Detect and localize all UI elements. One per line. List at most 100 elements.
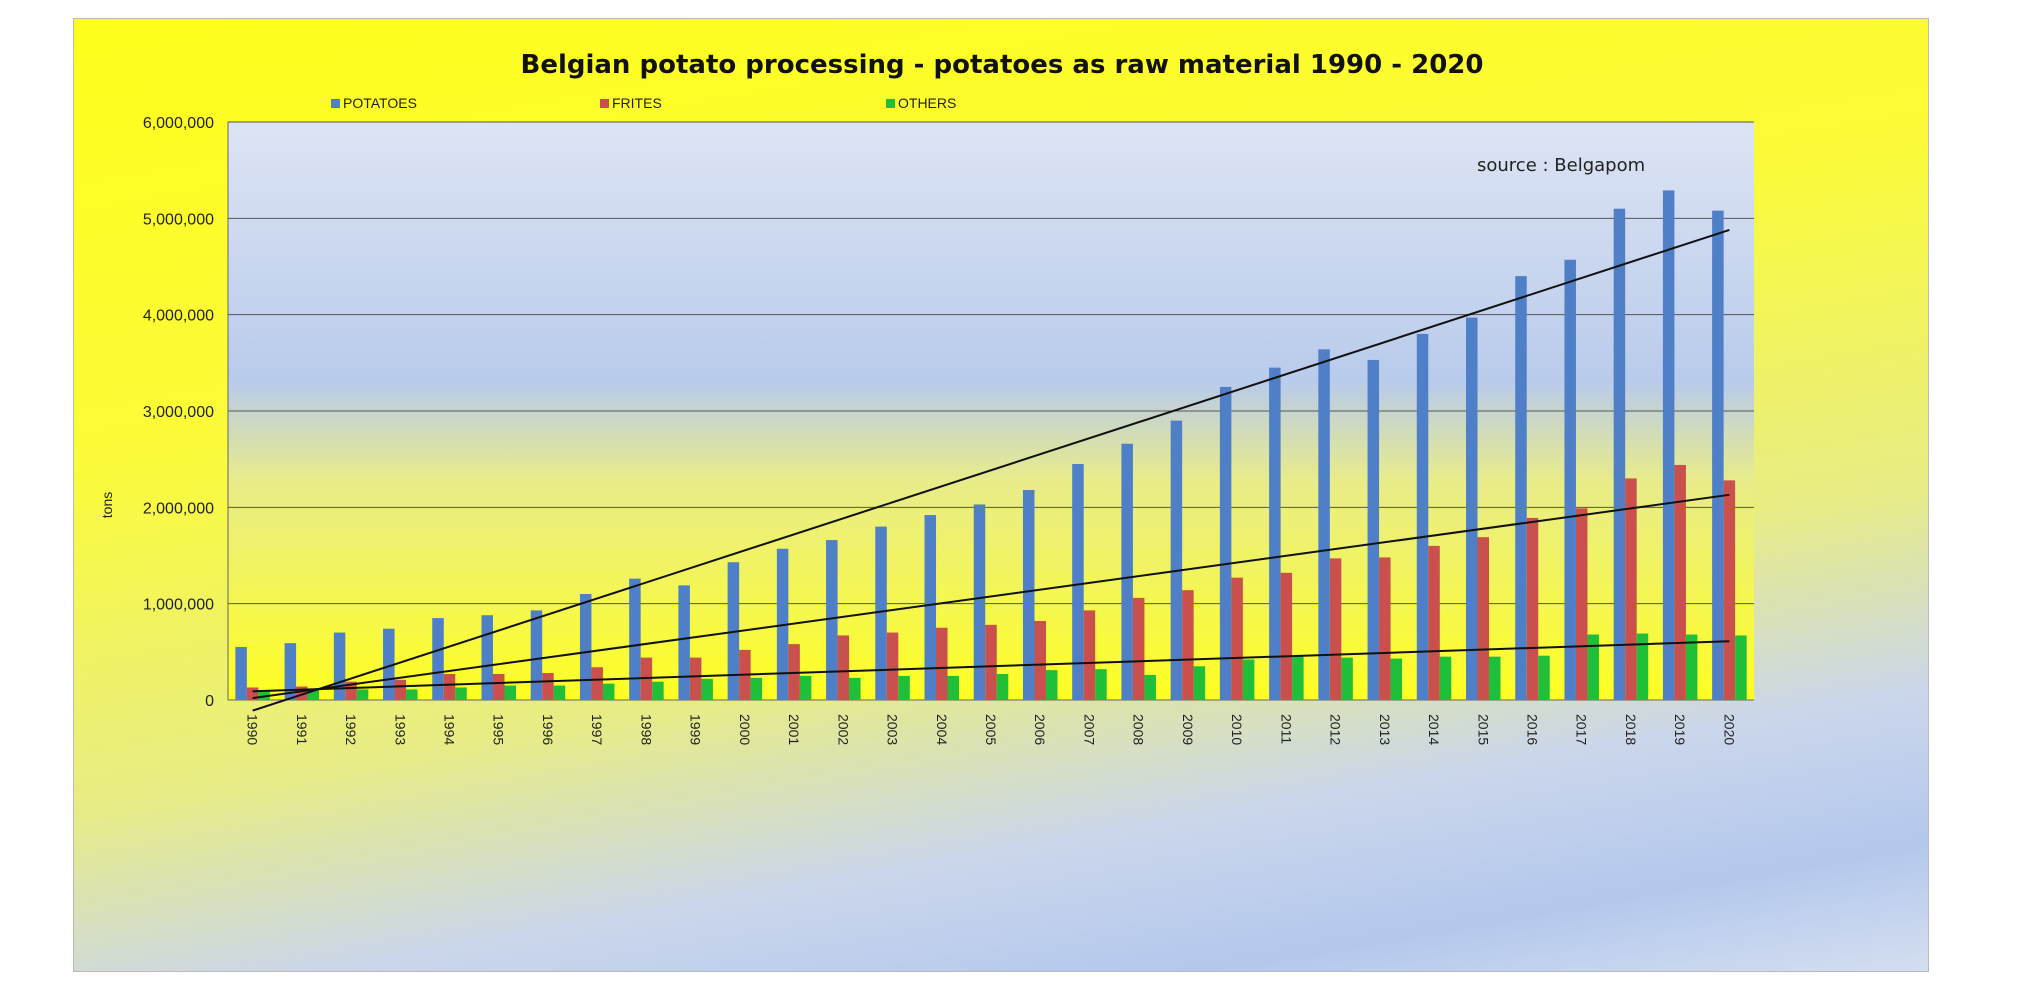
bar-potatoes-1992 — [333, 632, 346, 700]
bar-potatoes-1998 — [629, 578, 641, 700]
y-tick-label: 1,000,000 — [143, 597, 214, 614]
bar-others-2019 — [1685, 634, 1698, 700]
bars — [235, 190, 1747, 701]
legend-label-potatoes: POTATOES — [343, 95, 417, 111]
y-axis-label: tons — [99, 492, 115, 518]
bar-frites-2007 — [1083, 610, 1096, 700]
bar-potatoes-2010 — [1219, 386, 1232, 700]
y-tick-label: 5,000,000 — [143, 211, 214, 228]
bar-potatoes-1996 — [530, 610, 543, 700]
bar-frites-1992 — [345, 681, 357, 700]
bar-frites-1990 — [246, 687, 259, 700]
trendline-others — [252, 640, 1730, 693]
bar-frites-2019 — [1674, 464, 1686, 700]
bar-frites-2003 — [886, 632, 899, 700]
bar-frites-2012 — [1329, 558, 1342, 700]
x-tick-label: 2008 — [1131, 714, 1147, 745]
bar-frites-2010 — [1231, 577, 1243, 700]
trendline-potatoes — [252, 228, 1730, 712]
bar-others-2016 — [1538, 655, 1550, 700]
x-tick-label: 2018 — [1623, 714, 1639, 745]
x-tick-label: 2005 — [983, 714, 999, 745]
x-tick-label: 2002 — [835, 714, 851, 745]
bar-others-2013 — [1390, 658, 1403, 700]
legend-label-frites: FRITES — [612, 95, 662, 111]
bar-frites-2014 — [1428, 545, 1440, 700]
x-axis-ticks: 1990 1991 1992 1993 1994 1995 1996 1997 1998 1999… — [245, 714, 1738, 745]
bar-potatoes-2018 — [1613, 208, 1626, 700]
bar-others-1998 — [652, 681, 664, 700]
bar-frites-1994 — [443, 673, 456, 700]
y-axis-ticks: 0 1,000,000 2,000,000 3,000,000 4,000,000 5,0… — [143, 115, 214, 710]
bar-others-1996 — [553, 685, 566, 700]
bar-potatoes-1997 — [579, 594, 592, 700]
bar-others-1992 — [356, 689, 369, 700]
x-tick-label: 2019 — [1672, 714, 1688, 745]
bar-frites-1999 — [689, 657, 702, 700]
bar-potatoes-1991 — [284, 643, 297, 700]
x-tick-label: 2020 — [1721, 714, 1737, 745]
bar-others-2001 — [799, 675, 812, 700]
x-tick-label: 2011 — [1278, 714, 1294, 744]
bar-others-2010 — [1242, 659, 1255, 700]
bar-others-2012 — [1341, 657, 1353, 700]
bar-potatoes-2014 — [1416, 333, 1429, 700]
x-tick-label: 2017 — [1574, 714, 1590, 745]
bar-potatoes-2004 — [924, 515, 937, 700]
x-tick-label: 1991 — [294, 714, 310, 745]
y-tick-label: 3,000,000 — [143, 404, 214, 421]
bar-others-1997 — [602, 683, 615, 700]
chart-svg: Belgian potato processing - potatoes as … — [99, 50, 1754, 745]
bar-frites-2013 — [1379, 557, 1391, 700]
x-tick-label: 2013 — [1377, 714, 1393, 745]
x-tick-label: 2001 — [786, 714, 802, 745]
bar-potatoes-2011 — [1269, 367, 1281, 700]
bar-frites-2016 — [1526, 517, 1539, 700]
x-tick-label: 2009 — [1180, 714, 1196, 745]
bar-others-2011 — [1292, 655, 1304, 700]
chart-title: Belgian potato processing - potatoes as … — [521, 50, 1484, 80]
bar-others-2017 — [1587, 634, 1599, 700]
x-tick-label: 2016 — [1524, 714, 1540, 745]
bar-potatoes-2013 — [1367, 359, 1380, 700]
bar-potatoes-1990 — [235, 647, 247, 700]
bar-frites-2006 — [1034, 621, 1046, 700]
bar-potatoes-2008 — [1121, 443, 1133, 700]
trendlines — [252, 228, 1730, 712]
bar-potatoes-2007 — [1072, 463, 1084, 700]
bar-potatoes-2017 — [1564, 259, 1576, 700]
bar-frites-2005 — [985, 624, 997, 700]
bar-frites-1991 — [296, 686, 308, 700]
bar-others-2000 — [750, 677, 763, 700]
legend-swatch-potatoes — [331, 99, 340, 108]
bar-potatoes-2012 — [1318, 349, 1330, 700]
x-tick-label: 2000 — [737, 714, 753, 745]
x-tick-label: 2007 — [1081, 714, 1097, 745]
x-tick-label: 1999 — [688, 714, 704, 745]
x-tick-label: 2015 — [1475, 714, 1491, 745]
bar-frites-2017 — [1575, 508, 1588, 700]
bar-others-2005 — [996, 673, 1009, 700]
bar-frites-2008 — [1132, 597, 1145, 700]
bar-potatoes-2015 — [1466, 317, 1478, 700]
bar-frites-1993 — [394, 679, 407, 700]
bar-potatoes-2019 — [1662, 190, 1675, 700]
x-tick-label: 1994 — [442, 714, 458, 745]
legend-label-others: OTHERS — [898, 95, 956, 111]
bar-potatoes-2020 — [1712, 210, 1724, 701]
x-tick-label: 2004 — [934, 714, 950, 745]
x-tick-label: 1993 — [392, 714, 408, 745]
bar-others-2020 — [1735, 635, 1747, 700]
bar-others-1995 — [504, 685, 516, 700]
bar-frites-2009 — [1182, 590, 1194, 700]
x-tick-label: 2010 — [1229, 714, 1245, 745]
x-tick-label: 1997 — [589, 714, 605, 745]
x-tick-label: 1996 — [540, 714, 556, 745]
bar-frites-2020 — [1723, 480, 1736, 700]
x-tick-label: 1990 — [245, 714, 261, 745]
bar-others-1999 — [701, 678, 713, 700]
x-tick-label: 2014 — [1426, 714, 1442, 745]
bar-frites-2002 — [837, 635, 850, 700]
source-annotation: source : Belgapom — [1477, 155, 1645, 176]
legend-swatch-frites — [600, 99, 609, 108]
